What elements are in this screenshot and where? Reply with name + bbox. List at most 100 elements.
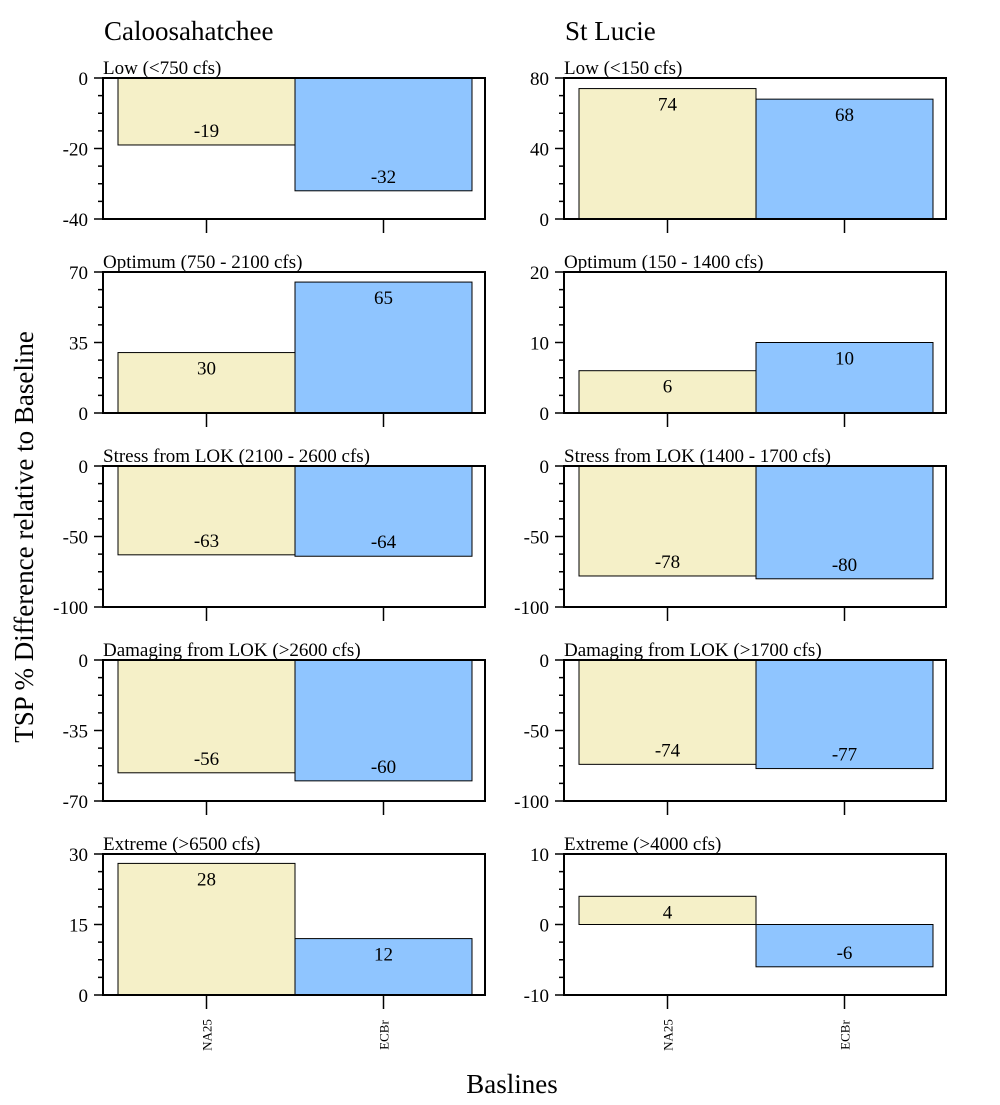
data-label-ecbr: 68: [835, 105, 854, 126]
data-label-ecbr: -80: [832, 555, 857, 576]
data-label-ecbr: -77: [832, 745, 857, 766]
y-tick-label: -40: [63, 210, 88, 231]
panel-caloosahatchee-3: -63 -64 -100 -50 0 Stress from LOK (2100 - 26…: [53, 446, 486, 621]
data-label-na25: -56: [194, 749, 219, 770]
panel-title: Extreme (>4000 cfs): [564, 834, 721, 855]
panel-title: Damaging from LOK (>1700 cfs): [564, 640, 822, 661]
bar-na25: [117, 862, 296, 996]
panel-title: Optimum (750 - 2100 cfs): [103, 252, 302, 273]
panel-caloosahatchee-2: 30 65 0 35 70 Optimum (750 - 2100 cfs): [69, 252, 486, 427]
y-tick-label: 0: [540, 651, 550, 672]
y-tick-label: 15: [69, 916, 88, 937]
panel-title: Damaging from LOK (>2600 cfs): [103, 640, 361, 661]
panel-caloosahatchee-5: 28 12 0 15 30 Extreme (>6500 cfs) NA25 ECBr: [69, 834, 486, 1051]
y-tick-label: 0: [79, 404, 89, 425]
panels-group: -19 -32 -40 -20 0 Low (<750 cfs) 30 65 0 35 70 Opti…: [53, 58, 947, 1051]
y-tick-label: 40: [530, 140, 549, 161]
panel-st-lucie-3: -78 -80 -100 -50 0 Stress from LOK (1400 - 17…: [514, 446, 947, 621]
panel-caloosahatchee-4: -56 -60 -70 -35 0 Damaging from LOK (>2600 cf…: [63, 640, 486, 815]
bar-ecbr: [294, 77, 473, 192]
y-tick-label: -35: [63, 722, 88, 743]
y-tick-label: 35: [69, 334, 88, 355]
y-tick-label: -20: [63, 140, 88, 161]
bar-ecbr: [294, 938, 473, 996]
bar-ecbr: [294, 281, 473, 414]
data-label-na25: -74: [655, 740, 681, 761]
y-axis-label: TSP % Difference relative to Baseline: [9, 331, 39, 743]
bar-na25: [117, 77, 296, 146]
column-title-st-lucie: St Lucie: [565, 16, 656, 46]
y-tick-label: 0: [79, 457, 89, 478]
y-tick-label: -100: [514, 598, 549, 619]
bar-na25: [578, 895, 757, 925]
y-tick-label: 80: [530, 69, 549, 90]
y-tick-label: -50: [524, 528, 549, 549]
data-label-ecbr: -32: [371, 167, 396, 188]
panel-st-lucie-1: 74 68 0 40 80 Low (<150 cfs): [530, 58, 947, 233]
panel-title: Stress from LOK (1400 - 1700 cfs): [564, 446, 831, 467]
y-tick-label: -70: [63, 792, 88, 813]
bar-na25: [578, 659, 757, 765]
bar-na25: [117, 659, 296, 774]
data-label-ecbr: -6: [837, 943, 853, 964]
bar-ecbr: [755, 659, 934, 770]
x-category-label-ecbr: ECBr: [838, 1020, 853, 1050]
y-tick-label: 70: [69, 263, 88, 284]
x-category-label-ecbr: ECBr: [377, 1020, 392, 1050]
y-tick-label: 0: [540, 457, 550, 478]
y-tick-label: 30: [69, 845, 88, 866]
bar-ecbr: [755, 98, 934, 220]
y-tick-label: -50: [524, 722, 549, 743]
y-tick-label: -50: [63, 528, 88, 549]
panel-title: Optimum (150 - 1400 cfs): [564, 252, 763, 273]
data-label-na25: 74: [658, 95, 678, 116]
bar-ecbr: [755, 924, 934, 968]
y-tick-label: 0: [540, 210, 550, 231]
panel-title: Low (<150 cfs): [564, 58, 682, 79]
y-tick-label: 0: [79, 651, 89, 672]
y-tick-label: 0: [540, 404, 550, 425]
y-tick-label: -10: [524, 986, 549, 1007]
data-label-na25: 30: [197, 359, 216, 380]
panel-caloosahatchee-1: -19 -32 -40 -20 0 Low (<750 cfs): [63, 58, 486, 233]
bar-na25: [117, 465, 296, 556]
data-label-na25: -63: [194, 531, 219, 552]
x-category-label-na25: NA25: [661, 1019, 676, 1051]
bar-ecbr: [755, 342, 934, 414]
panel-title: Stress from LOK (2100 - 2600 cfs): [103, 446, 370, 467]
panel-st-lucie-4: -74 -77 -100 -50 0 Damaging from LOK (>1700 c…: [514, 640, 947, 815]
y-tick-label: 10: [530, 334, 549, 355]
y-tick-label: -100: [514, 792, 549, 813]
bar-ecbr: [294, 659, 473, 782]
y-tick-label: 0: [79, 69, 89, 90]
bar-na25: [578, 465, 757, 577]
data-label-ecbr: 12: [374, 945, 393, 966]
data-label-na25: -78: [655, 552, 680, 573]
bar-ecbr: [755, 465, 934, 580]
x-axis-label: Baslines: [466, 1069, 558, 1099]
data-label-na25: 28: [197, 869, 216, 890]
bar-ecbr: [294, 465, 473, 557]
panel-title: Low (<750 cfs): [103, 58, 221, 79]
panel-title: Extreme (>6500 cfs): [103, 834, 260, 855]
bar-na25: [578, 88, 757, 220]
data-label-ecbr: 10: [835, 349, 854, 370]
data-label-na25: 6: [663, 377, 673, 398]
x-category-label-na25: NA25: [200, 1019, 215, 1051]
column-title-caloosahatchee: Caloosahatchee: [104, 16, 273, 46]
y-tick-label: 10: [530, 845, 549, 866]
y-tick-label: -100: [53, 598, 88, 619]
panel-st-lucie-2: 6 10 0 10 20 Optimum (150 - 1400 cfs): [530, 252, 947, 427]
bar-na25: [578, 370, 757, 414]
data-label-ecbr: 65: [374, 288, 393, 309]
data-label-ecbr: -64: [371, 532, 397, 553]
data-label-ecbr: -60: [371, 757, 396, 778]
y-tick-label: 0: [79, 986, 89, 1007]
y-tick-label: 20: [530, 263, 549, 284]
data-label-na25: 4: [663, 902, 673, 923]
y-tick-label: 0: [540, 916, 550, 937]
panel-st-lucie-5: 4 -6 -10 0 10 Extreme (>4000 cfs) NA25 ECBr: [524, 834, 947, 1051]
data-label-na25: -19: [194, 121, 219, 142]
